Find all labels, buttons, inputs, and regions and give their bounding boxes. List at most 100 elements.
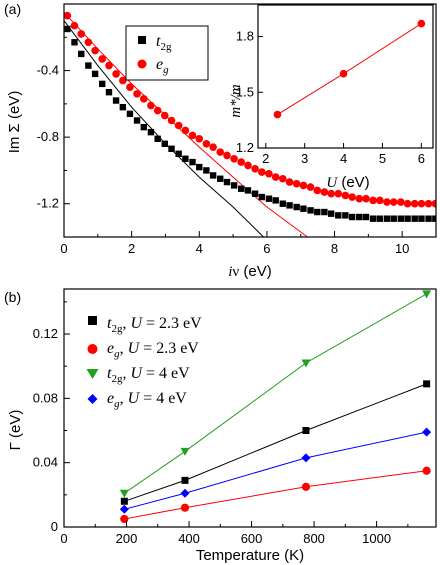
fit-line-1 — [64, 11, 308, 237]
panel-b-frame — [63, 288, 437, 528]
eg-point-32 — [285, 178, 294, 186]
t2g-point-6 — [105, 89, 113, 96]
t2g-point-23 — [223, 178, 231, 186]
a-xtick-label-4: 8 — [331, 241, 338, 256]
inset-ytick-label-1: 1.5 — [236, 84, 254, 99]
b-xtick-label-5: 1000 — [362, 531, 391, 546]
t2g-point-38 — [327, 210, 335, 217]
eg-point-49 — [403, 199, 412, 208]
t2g-point-29 — [265, 195, 273, 202]
t2g-point-32 — [286, 202, 293, 209]
eg-point-3 — [84, 38, 93, 47]
eg-point-29 — [265, 169, 273, 178]
a-xtick-label-3: 6 — [263, 241, 270, 256]
inset-xlabel: U (eV) — [326, 174, 369, 191]
eg-point-1 — [70, 21, 79, 30]
eg-point-2 — [77, 30, 86, 38]
t2g-point-5 — [99, 80, 106, 88]
legend-eg-circle-marker — [137, 59, 147, 69]
b-series-3-point-3 — [422, 427, 432, 437]
inset-point-2 — [417, 19, 426, 28]
eg-point-45 — [376, 196, 384, 205]
a-ytick-label-0: -0.4 — [37, 63, 59, 78]
t2g-point-47 — [390, 215, 397, 222]
legend-b-eg-u4-marker — [87, 394, 98, 404]
eg-point-16 — [174, 121, 183, 130]
eg-point-12 — [147, 101, 155, 110]
eg-point-18 — [188, 131, 197, 140]
legend-b-eg-u4-label: eg, U = 4 eV — [107, 390, 187, 410]
t2g-point-8 — [119, 103, 127, 111]
t2g-point-53 — [432, 215, 436, 222]
t2g-point-44 — [369, 215, 377, 222]
t2g-point-26 — [244, 187, 252, 194]
t2g-point-25 — [238, 185, 245, 192]
b-series-0-point-2 — [302, 427, 310, 435]
legend-b-eg-u23-label: eg, U = 2.3 eV — [107, 340, 199, 360]
legend-t2g-square-marker — [138, 36, 146, 44]
a-ytick-label-1: -0.8 — [37, 129, 59, 144]
eg-point-35 — [306, 183, 315, 191]
eg-point-26 — [244, 161, 252, 170]
t2g-point-4 — [91, 70, 99, 78]
panel-a-legend: t2g eg — [125, 25, 209, 81]
a-xtick-label-5: 10 — [395, 241, 409, 256]
t2g-point-41 — [348, 213, 356, 221]
inset-ylabel: m*/m — [228, 84, 244, 118]
inset-ytick-label-2: 1.8 — [236, 29, 254, 44]
eg-point-34 — [299, 181, 308, 190]
panel-a-plot: 0 2 4 6 8 10 -0.4 -0.8 -1.2 — [37, 3, 437, 256]
t2g-point-40 — [342, 212, 349, 219]
inset-frame — [257, 4, 434, 149]
eg-point-51 — [417, 199, 426, 208]
b-series-3-point-2 — [301, 453, 311, 463]
eg-point-41 — [348, 193, 356, 201]
b-series-1-point-0 — [120, 514, 129, 524]
t2g-point-3 — [85, 62, 92, 69]
eg-point-24 — [230, 154, 238, 163]
eg-point-31 — [279, 174, 287, 183]
legend-b-t2g-u23-marker — [88, 316, 97, 325]
b-series-2-point-2 — [301, 359, 311, 368]
t2g-point-48 — [397, 215, 405, 222]
inset-xtick-label-2: 4 — [340, 151, 347, 166]
legend-b-t2g-u23-label: t2g, U = 2.3 eV — [107, 315, 202, 335]
t2g-point-22 — [217, 175, 224, 182]
t2g-point-10 — [133, 117, 141, 124]
panel-b-plot: 0 200 400 600 800 1000 0 0.04 0.08 0.12 — [33, 288, 437, 546]
b-series-2-point-1 — [180, 447, 190, 456]
eg-point-22 — [216, 148, 225, 156]
t2g-point-24 — [230, 182, 238, 189]
t2g-point-11 — [140, 123, 148, 131]
inset-ytick-label-0: 1.2 — [236, 140, 254, 155]
b-ytick-label-0: 0 — [51, 519, 58, 534]
a-xtick-label-1: 2 — [128, 241, 135, 256]
t2g-point-9 — [126, 110, 134, 118]
eg-point-53 — [431, 199, 436, 208]
eg-point-48 — [397, 198, 405, 206]
b-series-0-point-0 — [120, 497, 128, 505]
b-series-2-point-3 — [422, 290, 432, 299]
a-ytick-label-2: -1.2 — [37, 196, 59, 211]
eg-point-52 — [424, 199, 433, 208]
eg-point-47 — [389, 198, 398, 206]
b-series-1-point-3 — [422, 466, 431, 475]
t2g-point-33 — [293, 203, 300, 211]
eg-point-23 — [223, 151, 231, 160]
eg-point-7 — [112, 70, 120, 78]
eg-point-15 — [167, 116, 176, 125]
t2g-point-7 — [112, 97, 120, 104]
b-series-1-point-2 — [301, 482, 311, 491]
t2g-point-49 — [404, 215, 411, 222]
t2g-point-45 — [376, 215, 384, 222]
b-series-line-1 — [124, 470, 427, 520]
eg-point-5 — [98, 55, 107, 63]
b-series-line-0 — [124, 383, 427, 502]
b-ytick-label-1: 0.04 — [33, 455, 58, 470]
eg-point-28 — [258, 168, 266, 176]
eg-point-27 — [251, 164, 259, 173]
eg-point-8 — [119, 76, 127, 85]
eg-point-10 — [133, 90, 141, 98]
b-series-1-point-1 — [180, 503, 190, 512]
t2g-point-16 — [175, 150, 182, 157]
